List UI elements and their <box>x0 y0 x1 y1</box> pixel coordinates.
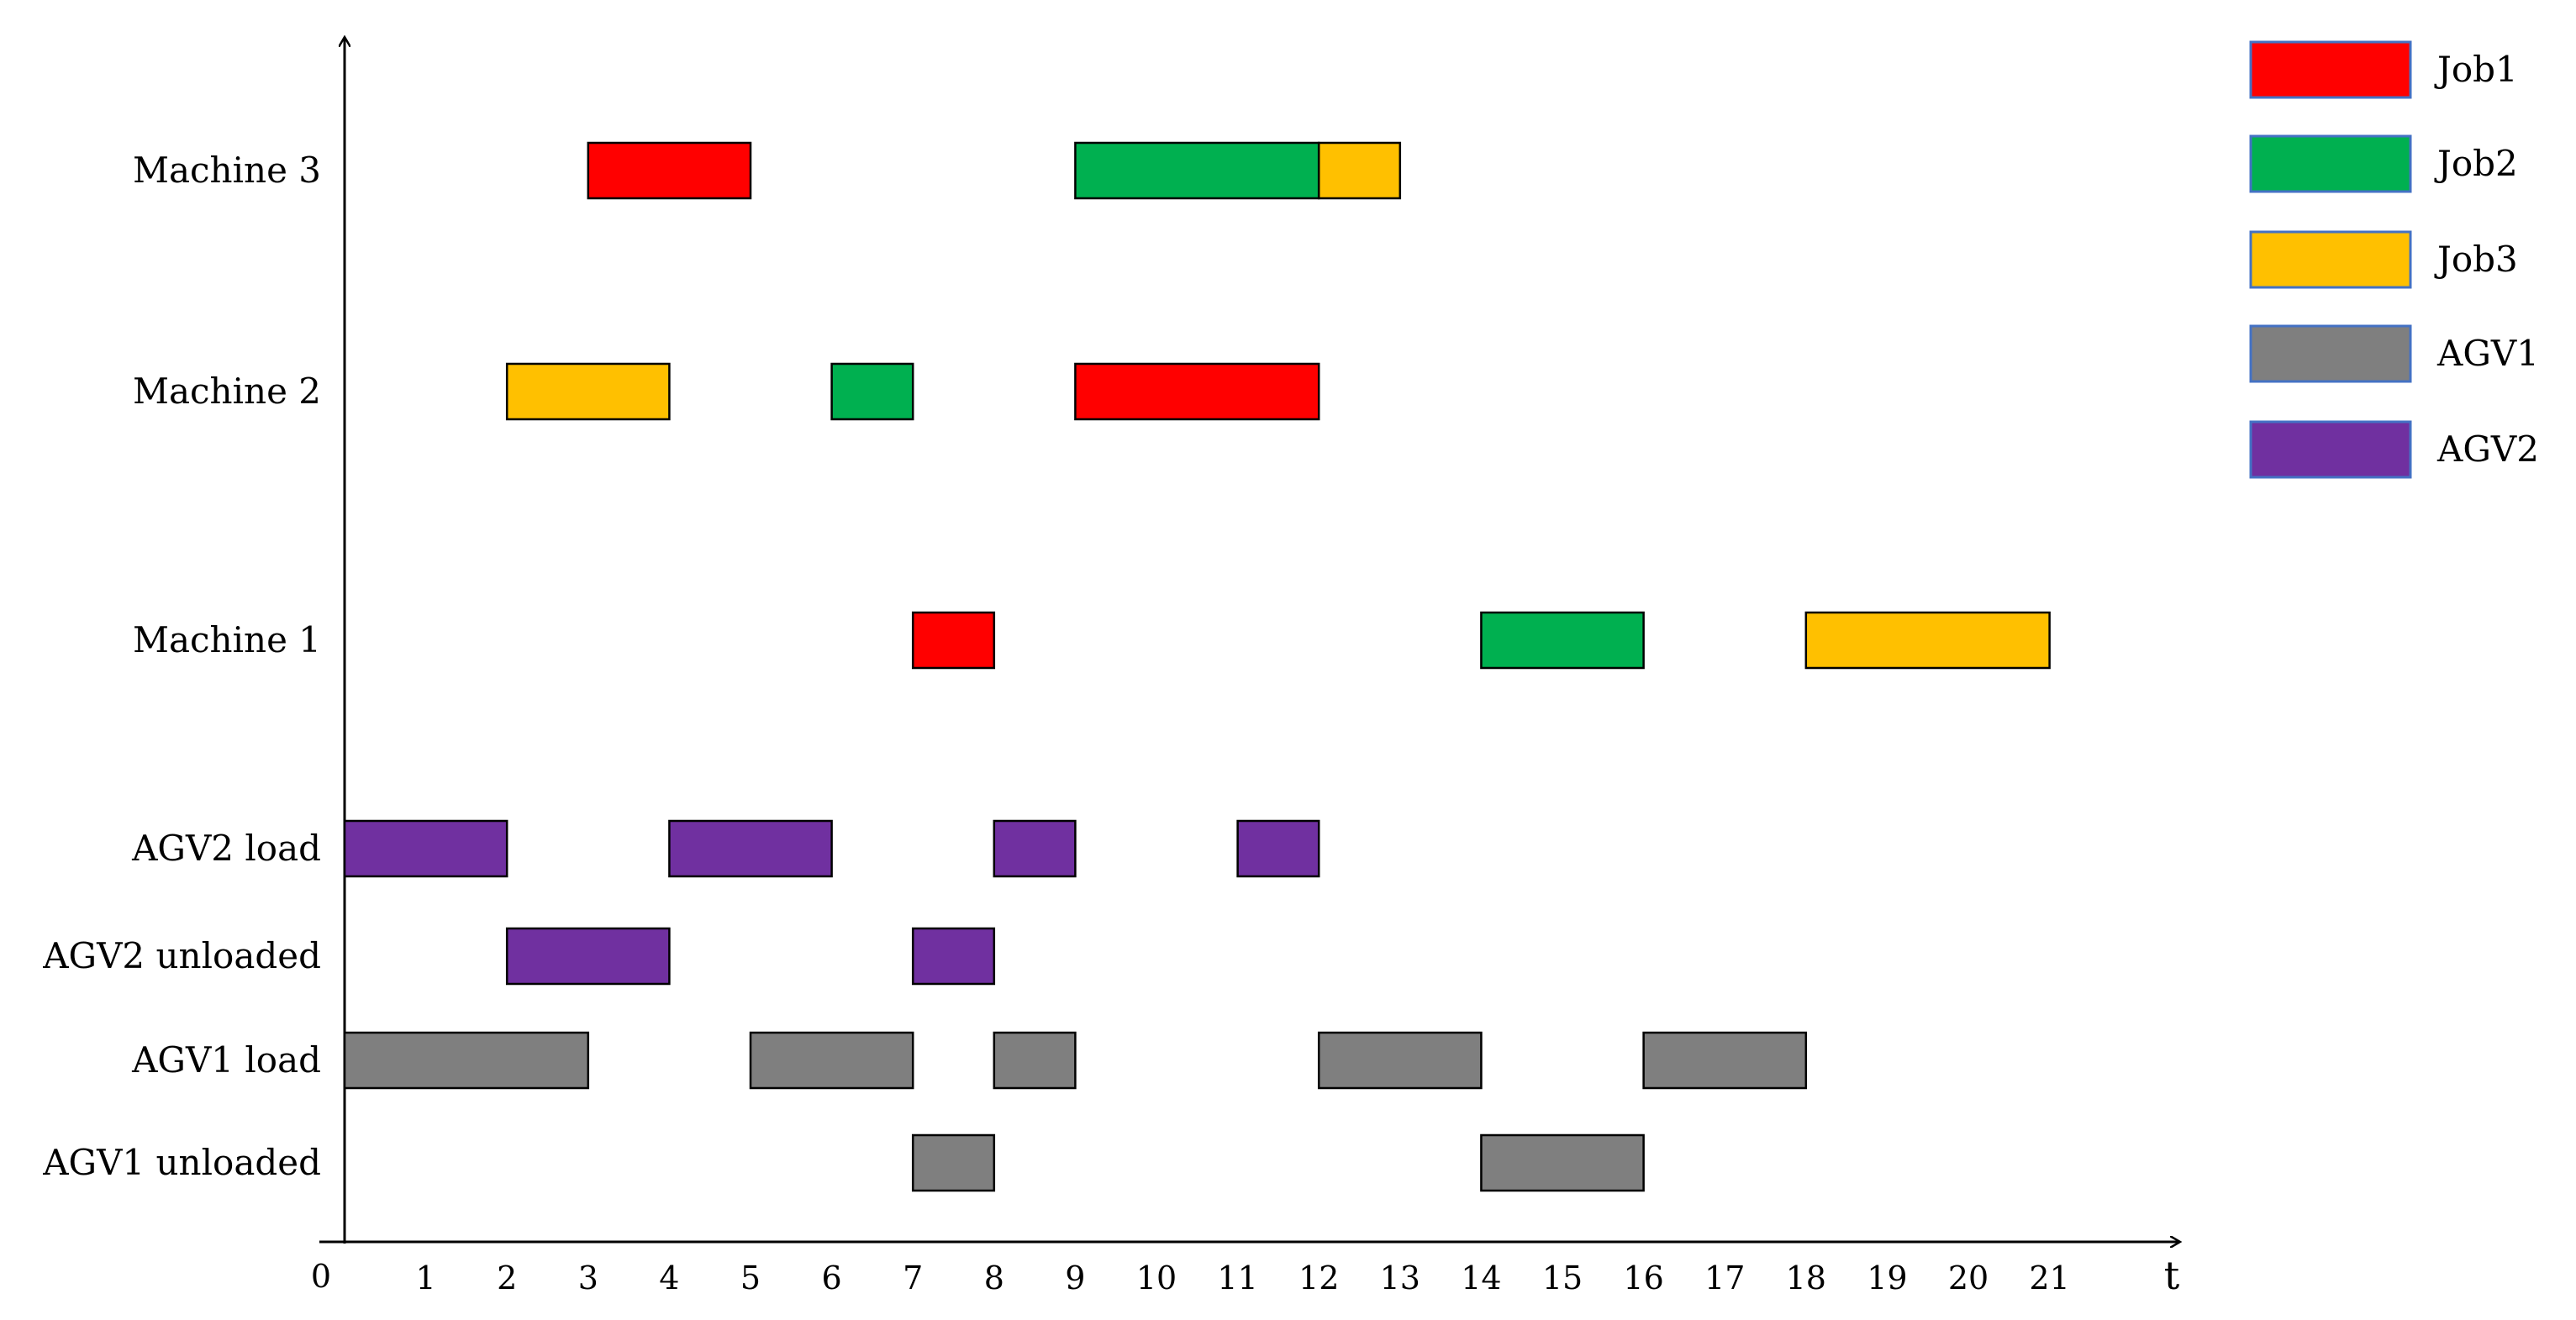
task-bar <box>749 1031 914 1090</box>
task-bar <box>1642 1031 1808 1090</box>
x-tick-label: 18 <box>1786 1260 1826 1296</box>
legend-swatch <box>2249 230 2412 289</box>
x-tick-label: 13 <box>1380 1260 1420 1296</box>
task-bar <box>1480 611 1645 670</box>
x-tick-label: 14 <box>1461 1260 1501 1296</box>
x-axis-title: t <box>2164 1253 2180 1298</box>
x-tick-label: 12 <box>1299 1260 1339 1296</box>
task-bar <box>668 819 833 878</box>
origin-tick-label: 0 <box>311 1258 331 1295</box>
x-tick-label: 3 <box>578 1260 598 1296</box>
row-label: Machine 3 <box>133 150 321 191</box>
x-tick-label: 5 <box>740 1260 761 1296</box>
legend-swatch <box>2249 420 2412 479</box>
x-tick-label: 19 <box>1867 1260 1907 1296</box>
x-tick-label: 1 <box>416 1260 436 1296</box>
legend-label: AGV1 <box>2436 333 2539 374</box>
task-bar <box>911 927 996 986</box>
task-bar <box>587 141 752 200</box>
task-bar <box>993 1031 1077 1090</box>
task-bars <box>343 141 2051 1192</box>
row-label: AGV1 unloaded <box>42 1142 321 1183</box>
legend-label: Job2 <box>2434 143 2518 184</box>
task-bar <box>1074 362 1320 421</box>
x-tick-label: 21 <box>2029 1260 2069 1296</box>
legend-swatch <box>2249 134 2412 193</box>
x-tick-labels: 1 2 3 4 5 6 7 8 9 10 11 12 13 14 15 16 17 18 19 20 21 <box>416 1260 2070 1296</box>
x-tick-label: 8 <box>984 1260 1004 1296</box>
task-bar <box>1074 141 1320 200</box>
task-bar <box>343 819 508 878</box>
task-bar <box>505 362 671 421</box>
legend-label: AGV2 <box>2436 429 2539 470</box>
task-bar <box>1317 1031 1483 1090</box>
row-labels: Machine 3 Machine 2 Machine 1 AGV2 load AGV2… <box>42 150 321 1183</box>
legend-label: Job3 <box>2434 239 2518 280</box>
x-tick-label: 10 <box>1136 1260 1177 1296</box>
task-bar <box>993 819 1077 878</box>
task-bar <box>911 1133 996 1192</box>
task-bar <box>343 1031 590 1090</box>
legend-swatch <box>2249 40 2412 99</box>
x-tick-label: 20 <box>1948 1260 1989 1296</box>
row-label: AGV1 load <box>131 1039 321 1081</box>
x-tick-label: 6 <box>822 1260 842 1296</box>
x-tick-label: 17 <box>1704 1260 1745 1296</box>
row-label: Machine 1 <box>133 619 321 660</box>
task-bar <box>911 611 996 670</box>
x-tick-label: 11 <box>1217 1260 1257 1296</box>
x-tick-label: 4 <box>659 1260 679 1296</box>
row-label: Machine 2 <box>133 371 321 412</box>
x-tick-label: 2 <box>497 1260 517 1296</box>
row-label: AGV2 load <box>131 828 321 869</box>
legend-label: Job1 <box>2434 49 2518 90</box>
task-bar <box>1480 1133 1645 1192</box>
x-tick-label: 7 <box>903 1260 923 1296</box>
x-tick-label: 9 <box>1065 1260 1085 1296</box>
task-bar <box>1236 819 1320 878</box>
legend-swatch <box>2249 324 2412 383</box>
legend: Job1 Job2 Job3 AGV1 AGV2 <box>2249 40 2539 479</box>
task-bar <box>1317 141 1402 200</box>
row-label: AGV2 unloaded <box>42 935 321 976</box>
x-tick-label: 16 <box>1623 1260 1663 1296</box>
x-tick-label: 15 <box>1542 1260 1583 1296</box>
task-bar <box>830 362 914 421</box>
task-bar <box>1804 611 2051 670</box>
task-bar <box>505 927 671 986</box>
